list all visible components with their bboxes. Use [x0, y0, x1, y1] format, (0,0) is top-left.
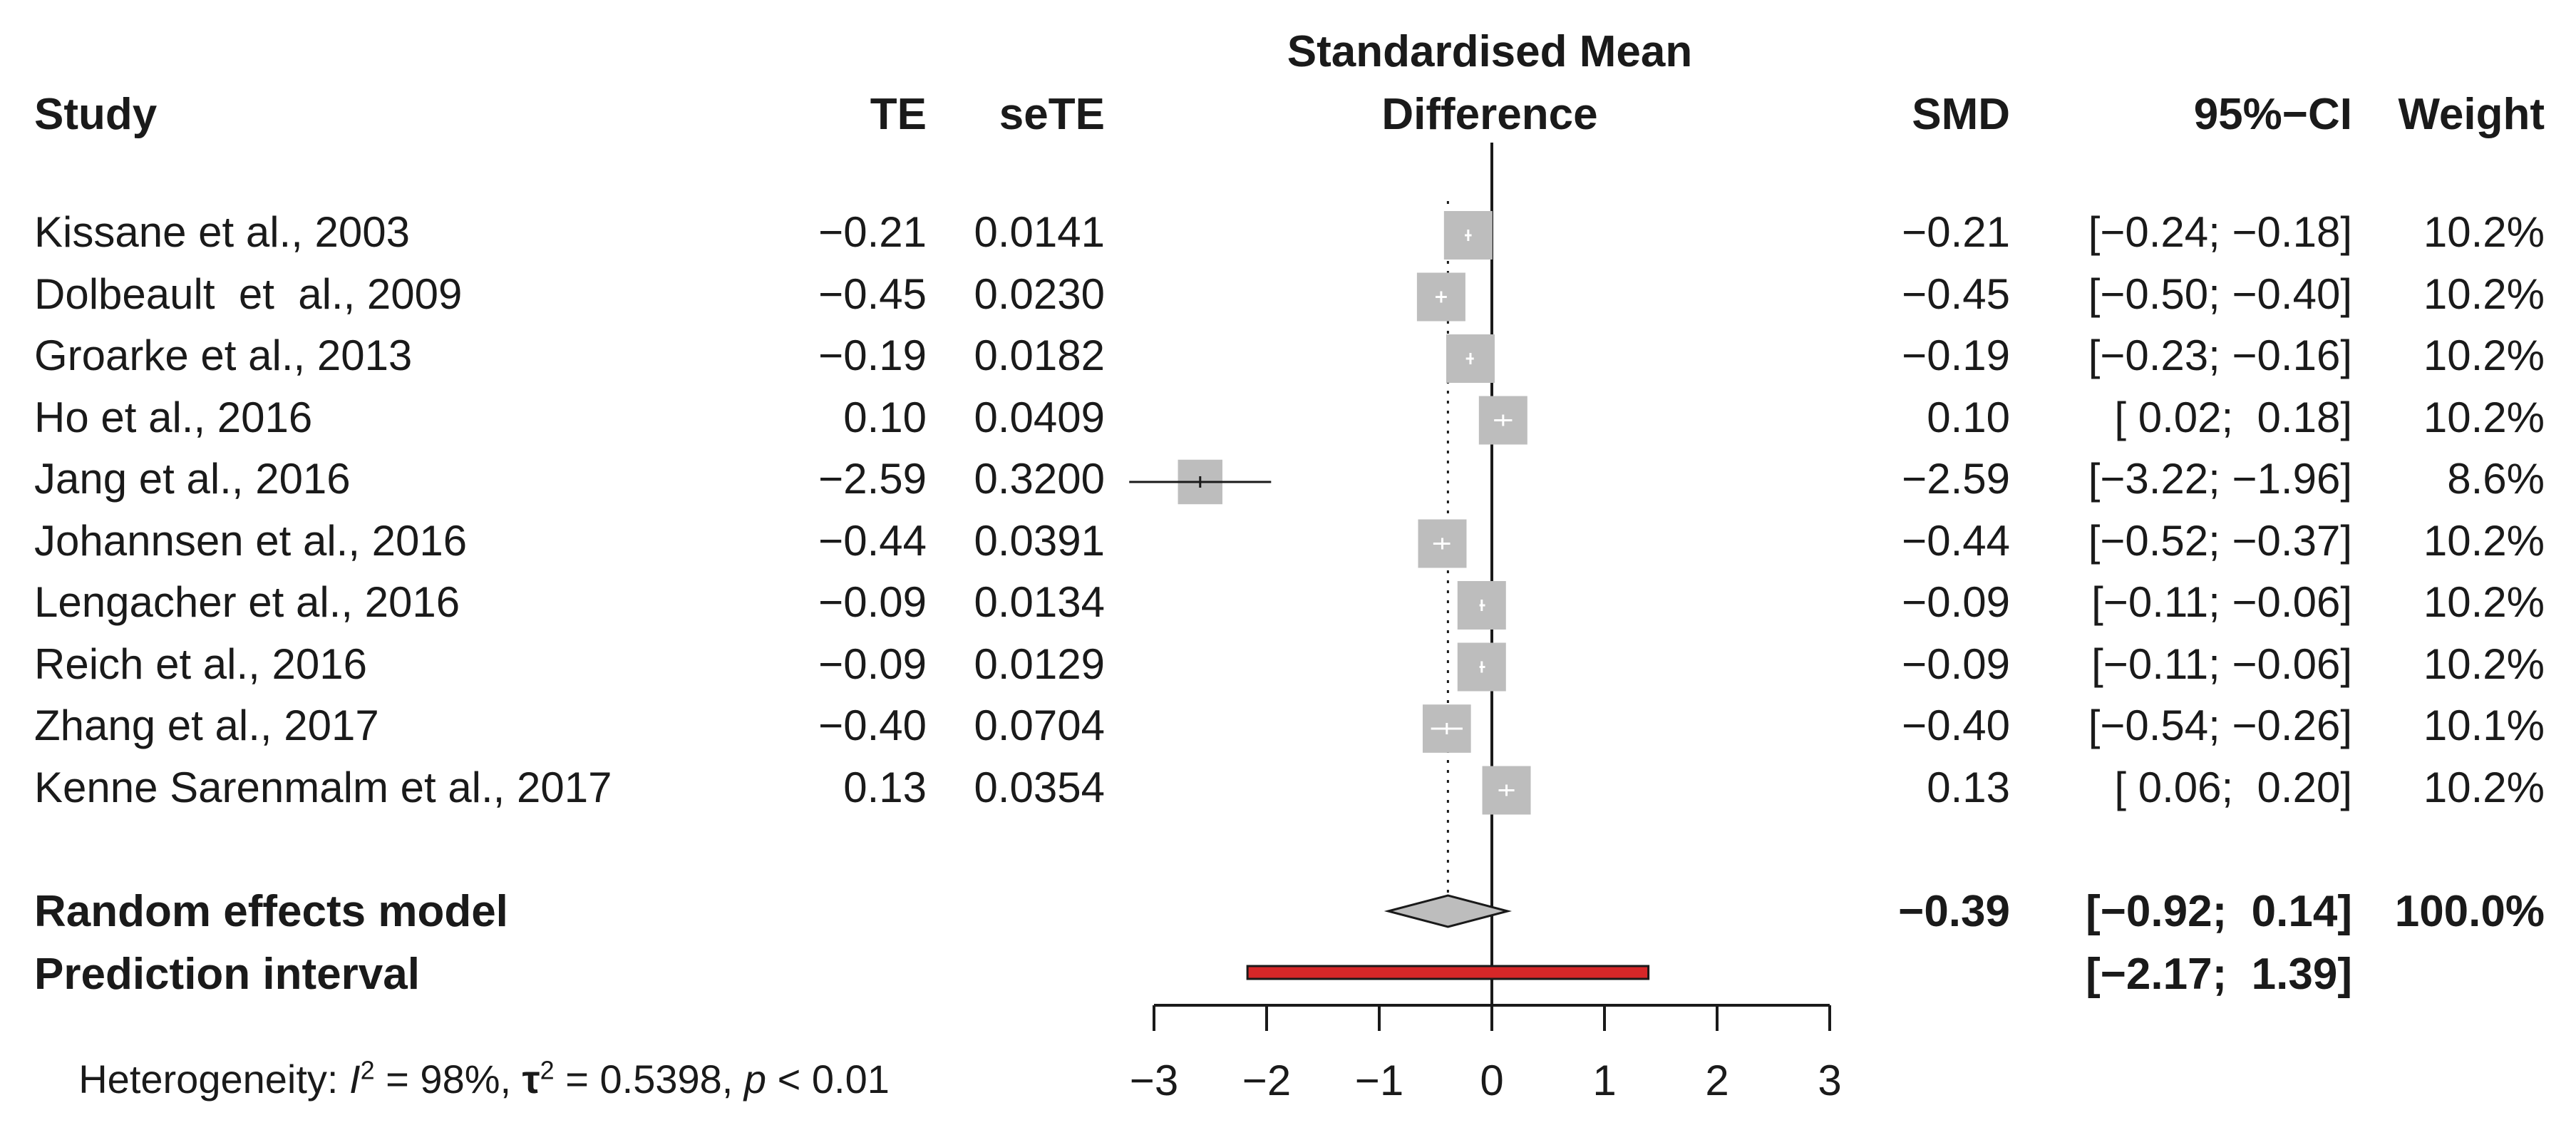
- study-weight: 10.2%: [2423, 516, 2545, 565]
- tau-value: = 0.5398,: [554, 1057, 744, 1102]
- study-te: −0.40: [818, 702, 927, 749]
- study-sete: 0.0391: [974, 516, 1105, 565]
- study-ci: [−0.50; −0.40]: [2088, 269, 2352, 318]
- header-weight: Weight: [2398, 90, 2545, 139]
- random-effects-diamond: [1384, 894, 1513, 928]
- study-te: 0.13: [843, 763, 927, 811]
- study-name: Groarke et al., 2013: [34, 332, 413, 379]
- study-te: −0.09: [818, 640, 927, 688]
- study-weight: 10.2%: [2423, 640, 2545, 688]
- study-name: Kenne Sarenmalm et al., 2017: [34, 763, 612, 811]
- study-weight: 10.2%: [2423, 578, 2545, 626]
- x-axis-tick-label: −3: [1130, 1057, 1178, 1104]
- study-weight: 10.2%: [2423, 208, 2545, 256]
- study-weight: 8.6%: [2447, 455, 2545, 503]
- study-te: −0.19: [818, 332, 927, 379]
- study-name: Lengacher et al., 2016: [34, 578, 460, 626]
- study-sete: 0.0182: [974, 332, 1105, 379]
- p-value: < 0.01: [766, 1057, 890, 1102]
- study-ci: [ 0.06; 0.20]: [2114, 763, 2352, 811]
- study-name: Jang et al., 2016: [34, 455, 351, 503]
- i2-superscript: 2: [360, 1055, 375, 1085]
- study-ci: [ 0.02; 0.18]: [2114, 393, 2352, 441]
- prediction-interval-ci: [−2.17; 1.39]: [2086, 950, 2352, 999]
- x-axis-tick-label: −1: [1355, 1057, 1403, 1104]
- study-name: Zhang et al., 2017: [34, 702, 379, 749]
- x-axis-tick-label: 1: [1592, 1057, 1616, 1104]
- study-ci: [−0.54; −0.26]: [2088, 702, 2352, 749]
- study-weight: 10.2%: [2423, 393, 2545, 441]
- study-te: 0.10: [843, 393, 927, 441]
- study-weight: 10.1%: [2423, 702, 2545, 749]
- study-te: −0.45: [818, 269, 927, 318]
- header-te: TE: [870, 90, 927, 139]
- study-sete: 0.3200: [974, 455, 1105, 503]
- study-ci: [−0.11; −0.06]: [2091, 578, 2352, 626]
- study-name: Johannsen et al., 2016: [34, 516, 468, 565]
- random-effects-smd: −0.39: [1898, 887, 2010, 936]
- study-smd: −0.19: [1902, 332, 2010, 379]
- heterogeneity-text: Heterogeneity: I2 = 98%, τ2 = 0.5398, p …: [34, 1020, 890, 1139]
- study-ci: [−0.52; −0.37]: [2088, 516, 2352, 565]
- heterogeneity-prefix: Heterogeneity:: [78, 1057, 350, 1102]
- header-smd: SMD: [1912, 90, 2010, 139]
- i2-symbol: I: [349, 1057, 361, 1102]
- study-smd: 0.10: [1927, 393, 2010, 441]
- header-study: Study: [34, 90, 158, 139]
- study-sete: 0.0409: [974, 393, 1105, 441]
- study-ci: [−0.24; −0.18]: [2088, 208, 2352, 256]
- study-name: Ho et al., 2016: [34, 393, 313, 441]
- study-smd: −0.45: [1902, 269, 2010, 318]
- random-effects-ci: [−0.92; 0.14]: [2086, 887, 2352, 936]
- study-smd: −0.44: [1902, 516, 2010, 565]
- random-effects-label: Random effects model: [34, 887, 508, 936]
- tau-symbol: τ: [522, 1057, 540, 1102]
- prediction-interval-bar: [1246, 965, 1650, 980]
- study-weight: 10.2%: [2423, 332, 2545, 379]
- study-name: Dolbeault et al., 2009: [34, 269, 463, 318]
- tau-superscript: 2: [540, 1055, 555, 1085]
- x-axis-tick-label: 3: [1818, 1057, 1841, 1104]
- study-sete: 0.0354: [974, 763, 1105, 811]
- study-smd: −0.40: [1902, 702, 2010, 749]
- study-te: −0.44: [818, 516, 927, 565]
- study-name: Kissane et al., 2003: [34, 208, 411, 256]
- study-smd: 0.13: [1927, 763, 2010, 811]
- header-sete: seTE: [999, 90, 1105, 139]
- study-ci: [−0.23; −0.16]: [2088, 332, 2352, 379]
- header-plot-title-line1: Standardised Mean: [1287, 27, 1693, 76]
- study-sete: 0.0134: [974, 578, 1105, 626]
- study-smd: −0.21: [1902, 208, 2010, 256]
- study-sete: 0.0129: [974, 640, 1105, 688]
- x-axis-tick-label: 2: [1705, 1057, 1729, 1104]
- study-ci: [−3.22; −1.96]: [2088, 455, 2352, 503]
- random-effects-weight: 100.0%: [2394, 887, 2545, 936]
- p-symbol: p: [743, 1057, 767, 1102]
- study-sete: 0.0704: [974, 702, 1105, 749]
- study-sete: 0.0230: [974, 269, 1105, 318]
- study-smd: −0.09: [1902, 578, 2010, 626]
- study-smd: −0.09: [1902, 640, 2010, 688]
- study-smd: −2.59: [1902, 455, 2010, 503]
- study-weight: 10.2%: [2423, 269, 2545, 318]
- study-ci: [−0.11; −0.06]: [2091, 640, 2352, 688]
- study-sete: 0.0141: [974, 208, 1105, 256]
- prediction-interval-label: Prediction interval: [34, 950, 420, 999]
- header-plot-title-line2: Difference: [1381, 90, 1598, 139]
- study-name: Reich et al., 2016: [34, 640, 367, 688]
- header-ci: 95%−CI: [2193, 90, 2352, 139]
- study-te: −0.21: [818, 208, 927, 256]
- x-axis-tick-label: 0: [1480, 1057, 1503, 1104]
- x-axis-tick-label: −2: [1242, 1057, 1291, 1104]
- study-weight: 10.2%: [2423, 763, 2545, 811]
- study-te: −2.59: [818, 455, 927, 503]
- study-te: −0.09: [818, 578, 927, 626]
- i2-value: = 98%,: [374, 1057, 522, 1102]
